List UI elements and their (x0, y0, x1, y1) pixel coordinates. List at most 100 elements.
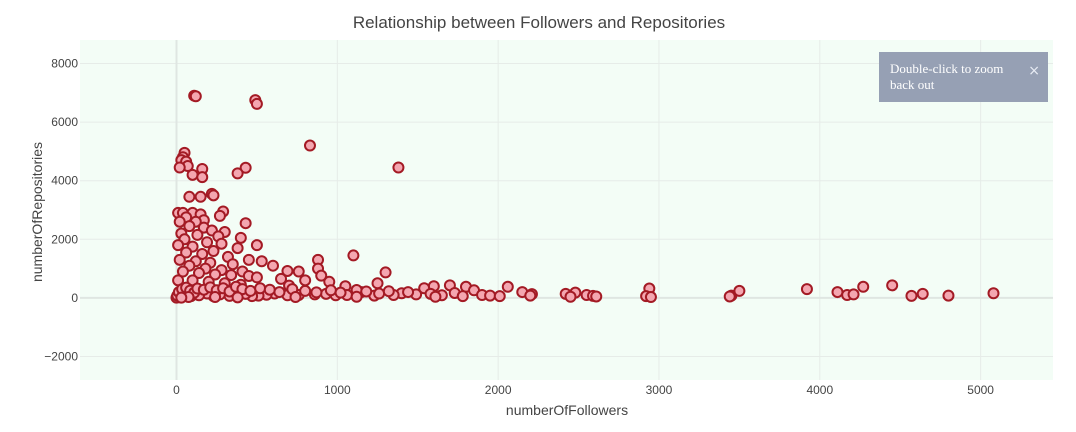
x-tick-label: 5000 (967, 383, 994, 397)
scatter-point[interactable] (254, 282, 267, 295)
scatter-point[interactable] (244, 284, 257, 297)
scatter-point[interactable] (347, 249, 360, 262)
scatter-point[interactable] (201, 236, 214, 249)
scatter-point[interactable] (239, 217, 252, 230)
y-tick-label: 0 (71, 291, 78, 305)
scatter-point[interactable] (273, 286, 286, 299)
x-tick-label: 2000 (485, 383, 512, 397)
scatter-point[interactable] (456, 290, 469, 303)
scatter-point[interactable] (800, 283, 813, 296)
scatter-point[interactable] (324, 284, 337, 297)
scatter-point[interactable] (857, 280, 870, 293)
scatter-point[interactable] (392, 161, 405, 174)
y-tick-label: −2000 (44, 350, 78, 364)
scatter-point[interactable] (382, 285, 395, 298)
scatter-point[interactable] (493, 290, 506, 303)
scatter-point[interactable] (231, 167, 244, 180)
scatter-point[interactable] (310, 286, 323, 299)
scatter-point[interactable] (303, 139, 316, 152)
scatter-point[interactable] (173, 253, 186, 266)
scatter-point[interactable] (379, 266, 392, 279)
scatter-point[interactable] (242, 253, 255, 266)
x-tick-label: 0 (173, 383, 180, 397)
zoom-hint-tooltip: Double-click to zoom back out × (879, 52, 1048, 102)
scatter-point[interactable] (231, 291, 244, 304)
scatter-point[interactable] (250, 271, 263, 284)
scatter-point[interactable] (234, 231, 247, 244)
scatter-point[interactable] (590, 290, 603, 303)
y-tick-label: 2000 (51, 232, 78, 246)
close-icon[interactable]: × (1028, 63, 1040, 79)
scatter-point[interactable] (186, 168, 199, 181)
data-points (170, 89, 1000, 304)
scatter-point[interactable] (831, 286, 844, 299)
scatter-point[interactable] (373, 287, 386, 300)
scatter-point[interactable] (255, 255, 268, 268)
scatter-point[interactable] (207, 189, 220, 202)
scatter-point[interactable] (564, 290, 577, 303)
scatter-point[interactable] (942, 289, 955, 302)
scatter-point[interactable] (176, 265, 189, 278)
scatter-point[interactable] (886, 279, 899, 292)
scatter-point[interactable] (334, 286, 347, 299)
x-tick-label: 4000 (806, 383, 833, 397)
scatter-point[interactable] (239, 161, 252, 174)
scatter-point[interactable] (299, 274, 312, 287)
y-tick-label: 8000 (51, 56, 78, 70)
scatter-point[interactable] (429, 290, 442, 303)
scatter-point[interactable] (207, 245, 220, 258)
scatter-point[interactable] (209, 291, 222, 304)
scatter-point[interactable] (215, 237, 228, 250)
scatter-point[interactable] (250, 239, 263, 252)
scatter-point[interactable] (350, 290, 363, 303)
y-tick-label: 4000 (51, 174, 78, 188)
scatter-point[interactable] (191, 228, 204, 241)
scatter-point[interactable] (196, 247, 209, 260)
scatter-point[interactable] (733, 284, 746, 297)
scatter-point[interactable] (905, 289, 918, 302)
scatter-point[interactable] (231, 242, 244, 255)
chart-title: Relationship between Followers and Repos… (353, 13, 725, 32)
scatter-point[interactable] (189, 90, 202, 103)
x-tick-label: 3000 (646, 383, 673, 397)
scatter-point[interactable] (263, 283, 276, 296)
scatter-point[interactable] (289, 291, 302, 304)
scatter-point[interactable] (292, 265, 305, 278)
scatter-point[interactable] (524, 289, 537, 302)
scatter-point[interactable] (266, 259, 279, 272)
scatter-point[interactable] (402, 286, 415, 299)
scatter-point[interactable] (172, 239, 185, 252)
scatter-point[interactable] (281, 264, 294, 277)
scatter-point[interactable] (173, 215, 186, 228)
scatter-point[interactable] (484, 289, 497, 302)
scatter-point[interactable] (226, 258, 239, 271)
scatter-point[interactable] (501, 280, 514, 293)
scatter-point[interactable] (644, 291, 657, 304)
scatter-point[interactable] (723, 290, 736, 303)
scatter-point[interactable] (371, 277, 384, 290)
scatter-point[interactable] (360, 285, 373, 298)
scatter-point[interactable] (194, 190, 207, 203)
grid-lines (80, 40, 1053, 380)
scatter-point[interactable] (213, 209, 226, 222)
scatter-point[interactable] (275, 272, 288, 285)
scatter-point[interactable] (196, 171, 209, 184)
zoom-hint-text: Double-click to zoom back out (890, 61, 1004, 92)
scatter-point[interactable] (183, 220, 196, 233)
scatter-point[interactable] (193, 267, 206, 280)
scatter-point[interactable] (250, 97, 263, 110)
x-axis-title: numberOfFollowers (506, 402, 628, 418)
scatter-point[interactable] (183, 190, 196, 203)
scatter-point[interactable] (225, 269, 238, 282)
scatter-point[interactable] (173, 161, 186, 174)
scatter-point[interactable] (180, 246, 193, 259)
scatter-point[interactable] (916, 287, 929, 300)
scatter-point[interactable] (209, 268, 222, 281)
scatter-point[interactable] (175, 291, 188, 304)
x-tick-label: 1000 (324, 383, 351, 397)
scatter-point[interactable] (847, 288, 860, 301)
scatter-point[interactable] (987, 287, 1000, 300)
scatter-point[interactable] (299, 284, 312, 297)
scatter-point[interactable] (315, 269, 328, 282)
